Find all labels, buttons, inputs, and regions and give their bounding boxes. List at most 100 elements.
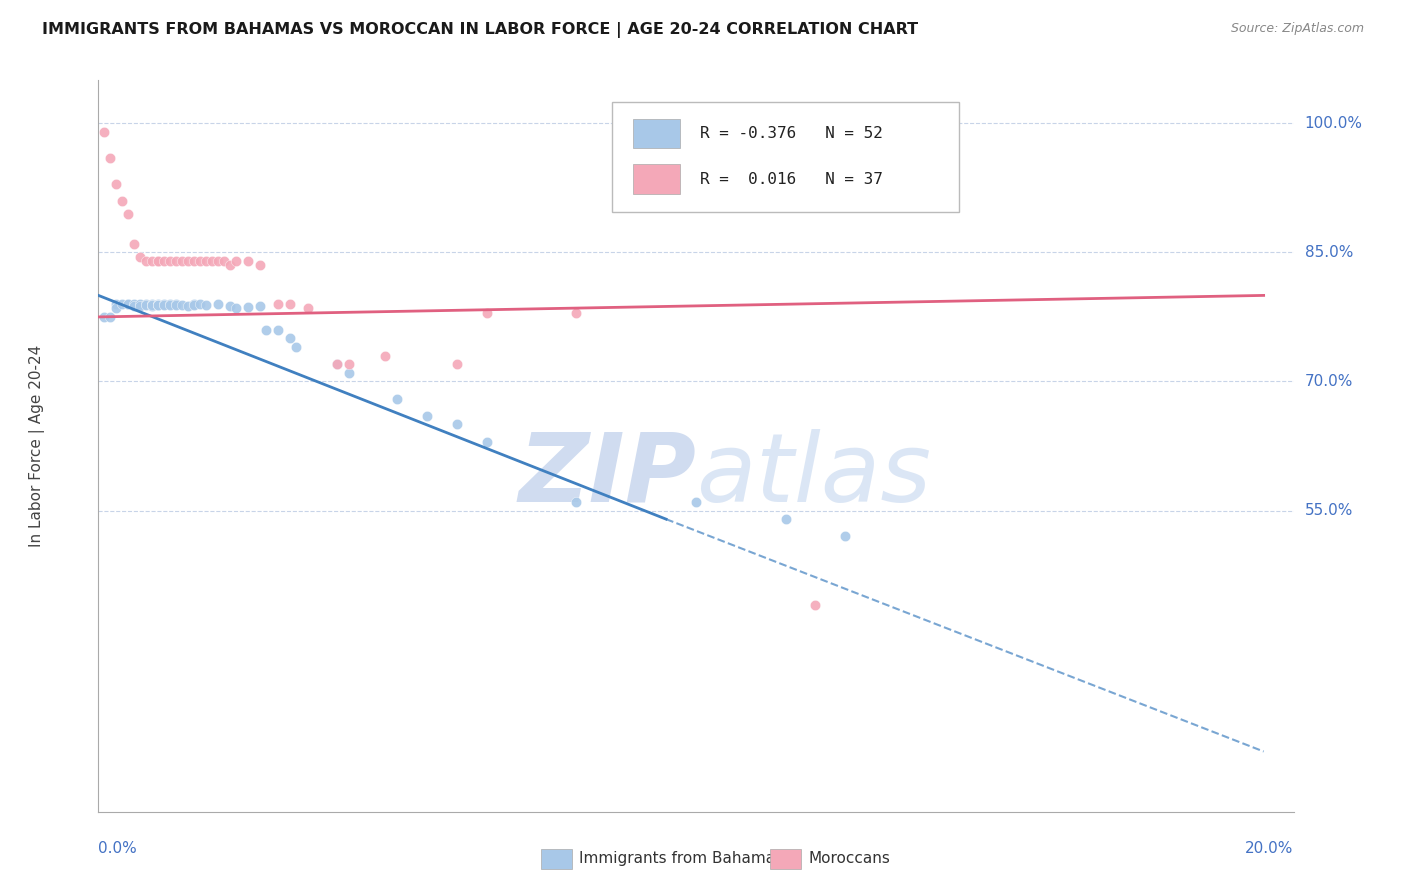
Text: 20.0%: 20.0% — [1246, 841, 1294, 856]
Point — [153, 297, 176, 311]
Point — [135, 297, 157, 311]
Point — [129, 297, 152, 311]
Point — [93, 125, 115, 139]
Point — [165, 254, 187, 268]
Text: Immigrants from Bahamas: Immigrants from Bahamas — [579, 851, 783, 865]
Point — [183, 298, 205, 312]
Point — [267, 297, 290, 311]
Point — [219, 258, 242, 272]
Point — [98, 310, 122, 324]
Point — [475, 434, 498, 449]
Point — [804, 598, 827, 612]
Point — [326, 357, 349, 371]
Point — [105, 177, 128, 191]
Point — [159, 298, 181, 312]
Point — [117, 297, 139, 311]
Point — [148, 298, 170, 312]
Point — [141, 254, 163, 268]
Point — [194, 298, 218, 312]
Point — [565, 305, 588, 319]
Point — [201, 254, 224, 268]
Point — [153, 254, 176, 268]
Point — [129, 250, 152, 264]
Point — [188, 297, 211, 311]
Text: Source: ZipAtlas.com: Source: ZipAtlas.com — [1230, 22, 1364, 36]
Point — [129, 299, 152, 313]
Point — [565, 495, 588, 509]
Text: Moroccans: Moroccans — [808, 851, 890, 865]
Point — [111, 194, 134, 208]
Point — [834, 529, 856, 543]
Point — [374, 349, 396, 363]
Bar — [633, 119, 681, 148]
Point — [98, 151, 122, 165]
FancyBboxPatch shape — [612, 103, 959, 212]
Point — [249, 258, 271, 272]
Point — [148, 254, 170, 268]
Point — [148, 298, 170, 312]
Bar — [633, 164, 681, 194]
Point — [183, 254, 205, 268]
Point — [284, 340, 307, 354]
Point — [446, 417, 468, 432]
Point — [141, 299, 163, 313]
Point — [326, 357, 349, 371]
Point — [148, 254, 170, 268]
Point — [141, 298, 163, 312]
Point — [278, 331, 301, 345]
Point — [153, 298, 176, 312]
Point — [172, 254, 194, 268]
Point — [111, 297, 134, 311]
Point — [236, 300, 259, 314]
Point — [225, 254, 247, 268]
Point — [924, 134, 946, 148]
Text: 0.0%: 0.0% — [98, 841, 138, 856]
Point — [159, 254, 181, 268]
Point — [117, 297, 139, 311]
Point — [135, 254, 157, 268]
Point — [177, 254, 200, 268]
Point — [135, 298, 157, 312]
Point — [148, 298, 170, 312]
Point — [105, 297, 128, 311]
Point — [339, 357, 360, 371]
Point — [207, 254, 229, 268]
Point — [124, 236, 146, 251]
Point — [117, 207, 139, 221]
Point — [93, 310, 115, 324]
Point — [141, 297, 163, 311]
Point — [297, 301, 319, 316]
Text: In Labor Force | Age 20-24: In Labor Force | Age 20-24 — [28, 345, 45, 547]
Point — [685, 495, 707, 509]
Text: 100.0%: 100.0% — [1305, 116, 1362, 131]
Point — [207, 297, 229, 311]
Point — [385, 392, 409, 406]
Point — [416, 409, 439, 423]
Point — [159, 297, 181, 311]
Point — [194, 254, 218, 268]
Point — [212, 254, 235, 268]
Point — [188, 254, 211, 268]
Point — [165, 297, 187, 311]
Text: R = -0.376   N = 52: R = -0.376 N = 52 — [700, 126, 883, 141]
Point — [148, 297, 170, 311]
Point — [225, 301, 247, 316]
Point — [278, 297, 301, 311]
Point — [219, 299, 242, 313]
Point — [124, 297, 146, 311]
Point — [124, 299, 146, 313]
Point — [339, 366, 360, 380]
Text: atlas: atlas — [696, 429, 931, 522]
Point — [267, 323, 290, 337]
Point — [183, 297, 205, 311]
Text: 55.0%: 55.0% — [1305, 503, 1353, 518]
Point — [105, 301, 128, 316]
Point — [236, 254, 259, 268]
Point — [165, 298, 187, 312]
Text: IMMIGRANTS FROM BAHAMAS VS MOROCCAN IN LABOR FORCE | AGE 20-24 CORRELATION CHART: IMMIGRANTS FROM BAHAMAS VS MOROCCAN IN L… — [42, 22, 918, 38]
Point — [775, 512, 797, 526]
Text: 70.0%: 70.0% — [1305, 374, 1353, 389]
Point — [177, 299, 200, 313]
Point — [249, 299, 271, 313]
Text: 85.0%: 85.0% — [1305, 245, 1353, 260]
